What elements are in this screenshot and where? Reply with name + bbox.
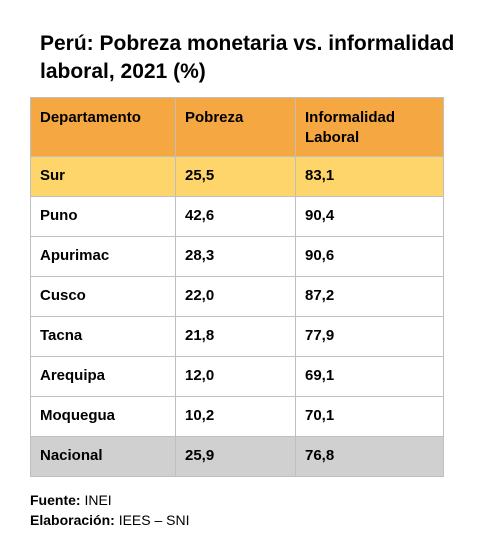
table-row: Apurimac 28,3 90,6 <box>30 236 444 277</box>
table-row: Arequipa 12,0 69,1 <box>30 356 444 397</box>
credit-value: IEES – SNI <box>118 512 190 528</box>
cell-informalidad: 70,1 <box>295 396 444 437</box>
cell-informalidad: 77,9 <box>295 316 444 357</box>
table-row: Puno 42,6 90,4 <box>30 196 444 237</box>
cell-pobreza: 12,0 <box>175 356 296 397</box>
column-header-departamento: Departamento <box>30 97 176 157</box>
cell-departamento: Puno <box>30 196 176 237</box>
cell-departamento: Cusco <box>30 276 176 317</box>
cell-pobreza: 22,0 <box>175 276 296 317</box>
source-label: Fuente: <box>30 492 81 508</box>
table-body: Sur 25,5 83,1 Puno 42,6 90,4 Apurimac 28,3 90,6 C… <box>30 156 444 477</box>
cell-pobreza: 42,6 <box>175 196 296 237</box>
column-header-pobreza: Pobreza <box>175 97 296 157</box>
data-table: Departamento Pobreza Informalidad Labora… <box>30 97 444 477</box>
cell-pobreza: 21,8 <box>175 316 296 357</box>
footer: Fuente: INEI Elaboración: IEES – SNI <box>30 490 190 530</box>
cell-pobreza: 28,3 <box>175 236 296 277</box>
cell-departamento: Nacional <box>30 436 176 477</box>
cell-pobreza: 25,5 <box>175 156 296 197</box>
source-line: Fuente: INEI <box>30 490 190 510</box>
table-row: Tacna 21,8 77,9 <box>30 316 444 357</box>
table-row: Nacional 25,9 76,8 <box>30 436 444 477</box>
table-row: Cusco 22,0 87,2 <box>30 276 444 317</box>
cell-informalidad: 69,1 <box>295 356 444 397</box>
cell-informalidad: 76,8 <box>295 436 444 477</box>
cell-pobreza: 25,9 <box>175 436 296 477</box>
cell-departamento: Arequipa <box>30 356 176 397</box>
table-header-row: Departamento Pobreza Informalidad Labora… <box>30 97 444 157</box>
credit-label: Elaboración: <box>30 512 115 528</box>
cell-departamento: Tacna <box>30 316 176 357</box>
cell-departamento: Sur <box>30 156 176 197</box>
table-row: Moquegua 10,2 70,1 <box>30 396 444 437</box>
table-row: Sur 25,5 83,1 <box>30 156 444 197</box>
cell-departamento: Moquegua <box>30 396 176 437</box>
cell-informalidad: 90,4 <box>295 196 444 237</box>
column-header-informalidad: Informalidad Laboral <box>295 97 444 157</box>
cell-informalidad: 83,1 <box>295 156 444 197</box>
chart-title: Perú: Pobreza monetaria vs. informalidad… <box>40 32 455 83</box>
source-value: INEI <box>84 492 112 508</box>
credit-line: Elaboración: IEES – SNI <box>30 510 190 530</box>
cell-pobreza: 10,2 <box>175 396 296 437</box>
cell-informalidad: 87,2 <box>295 276 444 317</box>
cell-departamento: Apurimac <box>30 236 176 277</box>
cell-informalidad: 90,6 <box>295 236 444 277</box>
